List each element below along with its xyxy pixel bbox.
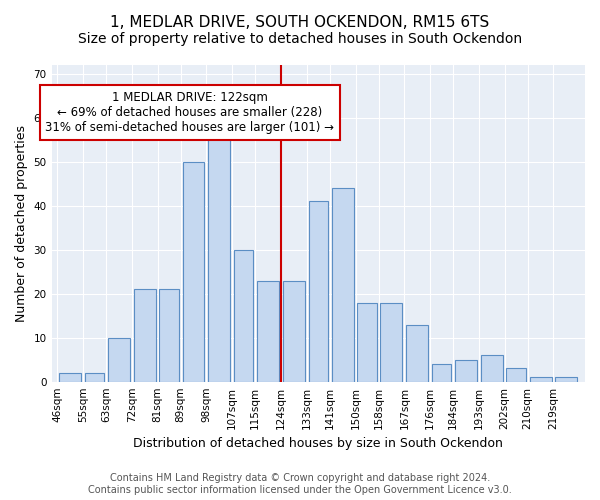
- Bar: [357, 302, 377, 382]
- Bar: [160, 290, 179, 382]
- Bar: [481, 356, 503, 382]
- Bar: [208, 122, 230, 382]
- Bar: [455, 360, 477, 382]
- Bar: [506, 368, 526, 382]
- Bar: [85, 373, 104, 382]
- Bar: [406, 324, 428, 382]
- Bar: [234, 250, 253, 382]
- Bar: [308, 202, 328, 382]
- Text: 1, MEDLAR DRIVE, SOUTH OCKENDON, RM15 6TS: 1, MEDLAR DRIVE, SOUTH OCKENDON, RM15 6T…: [110, 15, 490, 30]
- Bar: [332, 188, 353, 382]
- Bar: [283, 280, 305, 382]
- Bar: [59, 373, 81, 382]
- Bar: [182, 162, 205, 382]
- Text: Size of property relative to detached houses in South Ockendon: Size of property relative to detached ho…: [78, 32, 522, 46]
- Bar: [556, 378, 577, 382]
- Text: Contains HM Land Registry data © Crown copyright and database right 2024.
Contai: Contains HM Land Registry data © Crown c…: [88, 474, 512, 495]
- Bar: [432, 364, 451, 382]
- Bar: [108, 338, 130, 382]
- Bar: [134, 290, 156, 382]
- Y-axis label: Number of detached properties: Number of detached properties: [15, 125, 28, 322]
- Bar: [257, 280, 279, 382]
- Text: 1 MEDLAR DRIVE: 122sqm
← 69% of detached houses are smaller (228)
31% of semi-de: 1 MEDLAR DRIVE: 122sqm ← 69% of detached…: [46, 92, 334, 134]
- Bar: [530, 378, 551, 382]
- X-axis label: Distribution of detached houses by size in South Ockendon: Distribution of detached houses by size …: [133, 437, 503, 450]
- Bar: [380, 302, 403, 382]
